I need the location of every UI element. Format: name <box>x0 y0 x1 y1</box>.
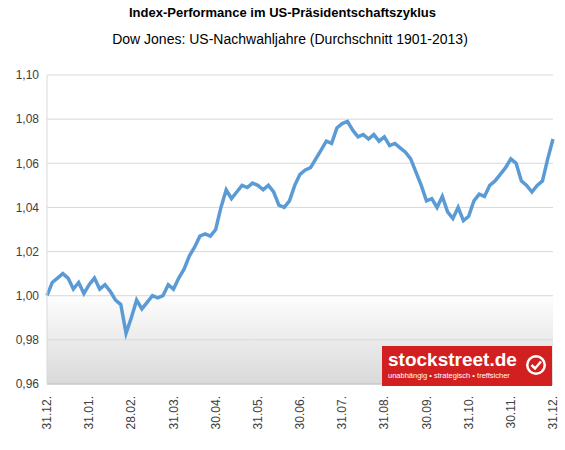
svg-text:1,08: 1,08 <box>16 112 40 126</box>
svg-text:28.02.: 28.02. <box>124 396 138 429</box>
svg-text:31.01.: 31.01. <box>82 396 96 429</box>
svg-text:31.07.: 31.07. <box>335 396 349 429</box>
svg-text:30.11.: 30.11. <box>504 396 518 428</box>
svg-text:31.08.: 31.08. <box>377 396 391 429</box>
svg-text:1,10: 1,10 <box>16 68 40 82</box>
svg-text:31.12.: 31.12. <box>546 396 557 429</box>
svg-text:30.06.: 30.06. <box>293 396 307 429</box>
svg-text:31.12.: 31.12. <box>40 396 54 429</box>
svg-text:0,96: 0,96 <box>16 377 40 391</box>
svg-text:30.04.: 30.04. <box>209 396 223 429</box>
svg-text:1,00: 1,00 <box>16 289 40 303</box>
svg-text:0,98: 0,98 <box>16 333 40 347</box>
html-text:Dow Jones: US-Nachwahljahre (D: Dow Jones: US-Nachwahljahre (Durchschnit… <box>112 31 468 47</box>
html-text:Index-Performance im US-Präsid: Index-Performance im US-Präsidentschafts… <box>129 5 436 20</box>
svg-text:31.03.: 31.03. <box>167 396 181 429</box>
svg-text:31.10.: 31.10. <box>462 396 476 429</box>
html-text:stockstreet.de: stockstreet.de <box>388 349 517 370</box>
svg-text:1,04: 1,04 <box>16 201 40 215</box>
svg-text:1,02: 1,02 <box>16 245 40 259</box>
svg-text:31.05.: 31.05. <box>251 396 265 429</box>
svg-text:1,06: 1,06 <box>16 157 40 171</box>
svg-text:30.09.: 30.09. <box>420 396 434 429</box>
html-text:unabhängig • strategisch • tre: unabhängig • strategisch • treffsicher <box>388 371 510 380</box>
